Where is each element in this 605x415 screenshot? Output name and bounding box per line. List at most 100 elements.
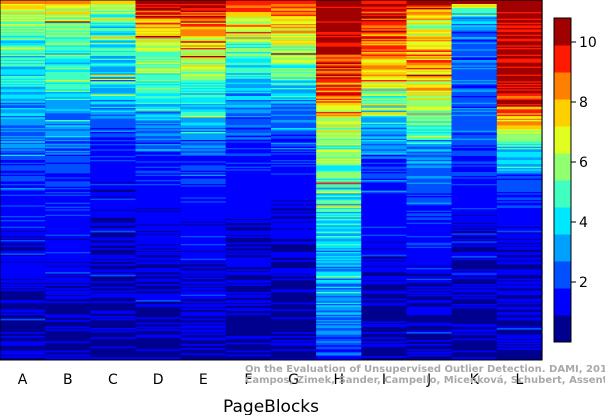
heatmap-cell	[451, 76, 498, 78]
heatmap-cell	[180, 228, 227, 230]
heatmap-cell	[90, 93, 137, 96]
heatmap-cell	[406, 152, 453, 154]
heatmap-cell	[496, 70, 543, 73]
heatmap-cell	[90, 244, 137, 246]
heatmap-cell	[496, 37, 543, 40]
heatmap-cell	[316, 334, 362, 337]
heatmap-cell	[45, 297, 91, 300]
heatmap-cell	[225, 28, 272, 30]
heatmap-cell	[180, 61, 227, 64]
heatmap-cell	[496, 98, 543, 101]
heatmap-cell	[135, 317, 182, 320]
heatmap-cell	[496, 217, 543, 220]
heatmap-cell	[135, 225, 182, 228]
heatmap-cell	[316, 126, 362, 129]
heatmap-cell	[0, 21, 46, 24]
heatmap-cell	[406, 310, 453, 313]
heatmap-cell	[361, 74, 408, 77]
heatmap-cell	[451, 165, 498, 168]
heatmap-cell	[451, 40, 498, 42]
heatmap-cell	[451, 330, 498, 333]
heatmap-cell	[496, 94, 543, 97]
heatmap-cell	[90, 328, 137, 330]
heatmap-cell	[135, 94, 182, 97]
heatmap-cell	[451, 108, 498, 110]
heatmap-cell	[135, 21, 182, 24]
heatmap-cell	[316, 250, 362, 253]
heatmap-cell	[496, 77, 543, 80]
heatmap-cell	[135, 262, 182, 265]
heatmap-cell	[361, 17, 408, 20]
heatmap-cell	[0, 205, 46, 208]
heatmap-cell	[316, 350, 362, 353]
heatmap-cell	[180, 245, 227, 248]
heatmap-cell	[0, 104, 46, 106]
heatmap-cell	[451, 44, 498, 46]
heatmap-cell	[271, 100, 317, 102]
heatmap-cell	[271, 50, 317, 53]
heatmap-cell	[496, 40, 543, 42]
heatmap-cell	[406, 178, 453, 181]
heatmap-cell	[451, 0, 498, 2]
heatmap-cell	[180, 122, 227, 125]
heatmap-cell	[135, 334, 182, 337]
heatmap-cell	[90, 134, 137, 137]
heatmap-cell	[90, 168, 137, 170]
heatmap-cell	[271, 198, 317, 201]
heatmap-cell	[0, 173, 46, 176]
heatmap-cell	[45, 173, 91, 176]
heatmap-cell	[45, 185, 91, 188]
heatmap-cell	[0, 233, 46, 236]
heatmap-cell	[406, 262, 453, 265]
heatmap-cell	[496, 148, 543, 150]
heatmap-cell	[271, 190, 317, 193]
heatmap-cell	[361, 22, 408, 25]
heatmap-cell	[0, 162, 46, 165]
heatmap-cell	[45, 262, 91, 265]
heatmap-cell	[316, 289, 362, 292]
heatmap-cell	[496, 224, 543, 226]
heatmap-cell	[451, 185, 498, 188]
heatmap-cell	[316, 210, 362, 213]
heatmap-cell	[271, 232, 317, 234]
heatmap-cell	[406, 84, 453, 86]
heatmap-cell	[451, 253, 498, 256]
heatmap-cell	[496, 208, 543, 210]
heatmap-cell	[496, 120, 543, 122]
heatmap-cell	[361, 129, 408, 132]
heatmap-cell	[0, 66, 46, 69]
heatmap-cell	[451, 186, 498, 189]
heatmap-cell	[451, 18, 498, 21]
heatmap-cell	[90, 92, 137, 94]
heatmap-cell	[90, 118, 137, 121]
heatmap-cell	[0, 218, 46, 221]
heatmap-cell	[361, 58, 408, 61]
heatmap-cell	[135, 73, 182, 76]
heatmap-cell	[361, 102, 408, 105]
heatmap-cell	[180, 288, 227, 290]
heatmap-cell	[180, 42, 227, 45]
heatmap-cell	[135, 38, 182, 41]
heatmap-cell	[271, 5, 317, 8]
heatmap-cell	[90, 88, 137, 90]
heatmap-cell	[0, 70, 46, 73]
heatmap-cell	[271, 8, 317, 10]
heatmap-cell	[496, 85, 543, 88]
heatmap-cell	[361, 268, 408, 270]
heatmap-cell	[45, 100, 91, 102]
heatmap-cell	[0, 153, 46, 156]
heatmap-cell	[361, 258, 408, 261]
heatmap-cell	[316, 86, 362, 89]
heatmap-cell	[90, 212, 137, 214]
heatmap-cell	[451, 36, 498, 38]
heatmap-cell	[45, 225, 91, 228]
heatmap-cell	[135, 169, 182, 172]
heatmap-cell	[180, 70, 227, 73]
heatmap-cell	[316, 93, 362, 96]
heatmap-cell	[316, 286, 362, 289]
heatmap-cell	[271, 89, 317, 92]
heatmap-cell	[496, 202, 543, 205]
heatmap-cell	[225, 336, 272, 338]
heatmap-cell	[180, 66, 227, 69]
heatmap-cell	[496, 100, 543, 102]
